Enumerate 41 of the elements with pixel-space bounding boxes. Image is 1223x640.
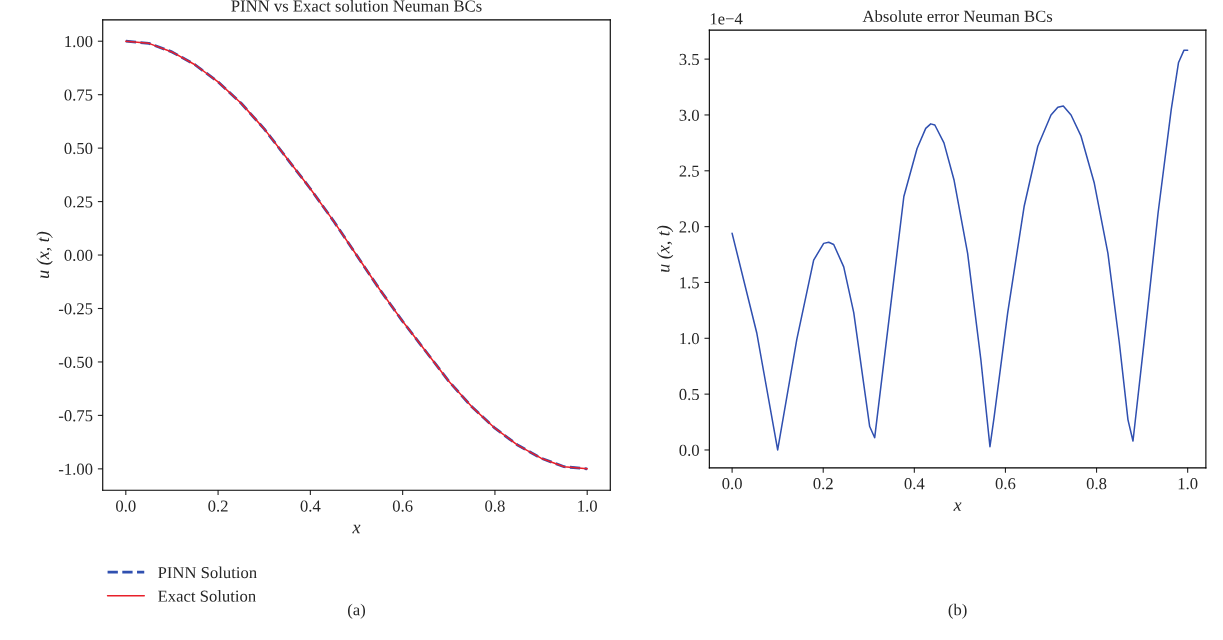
chart-title: Absolute error Neuman BCs (862, 10, 1053, 22)
y-tick-label: 2.0 (679, 221, 699, 233)
x-tick-label: 0.4 (904, 478, 925, 490)
text: (a) (347, 603, 366, 619)
y-tick-label: 0.0 (679, 444, 699, 456)
x-axis-title: x (352, 524, 361, 534)
y-axis-title: u (x, t) (36, 231, 53, 278)
y-tick-label: 1.5 (680, 277, 699, 289)
x-tick-label: 0.8 (485, 500, 505, 512)
y-tick-label: 1.0 (680, 333, 699, 345)
x-tick-label: 0.0 (722, 478, 742, 490)
x-tick-label: 0.0 (116, 500, 136, 512)
x-tick-label: 1.0 (578, 500, 597, 512)
y-tick-label: 0.75 (64, 89, 93, 101)
y-tick-label: 0.00 (64, 249, 93, 262)
y-tick-label: 3.5 (679, 53, 699, 66)
text: 1e−4 (710, 13, 743, 25)
legend-label: Exact Solution (158, 590, 256, 602)
y-tick-label: -0.25 (58, 303, 93, 315)
y-tick-label: 0.50 (64, 142, 93, 155)
text: (b) (948, 603, 967, 619)
y-tick-label: -0.75 (58, 410, 93, 422)
x-tick-label: 0.4 (300, 500, 321, 512)
x-tick-label: 0.2 (208, 500, 228, 512)
y-tick-label: 2.5 (679, 165, 699, 177)
chart-title: PINN vs Exact solution Neuman BCs (231, 0, 482, 12)
y-tick-label: -1.00 (58, 463, 93, 475)
y-axis-title: u (x, t) (656, 225, 674, 272)
x-tick-label: 0.2 (813, 478, 833, 490)
y-tick-label: 0.5 (679, 388, 699, 401)
x-tick-label: 0.6 (392, 500, 413, 512)
legend-label: PINN Solution (158, 566, 257, 579)
y-tick-label: -0.50 (58, 356, 93, 368)
x-tick-label: 0.8 (1086, 478, 1107, 490)
y-tick-label: 0.25 (64, 196, 93, 208)
x-axis-title: x (953, 502, 962, 511)
y-tick-label: 1.00 (65, 35, 93, 48)
y-tick-label: 3.0 (679, 109, 699, 121)
x-tick-label: 1.0 (1178, 478, 1198, 490)
x-tick-label: 0.6 (995, 478, 1016, 490)
line-series (731, 49, 1189, 451)
